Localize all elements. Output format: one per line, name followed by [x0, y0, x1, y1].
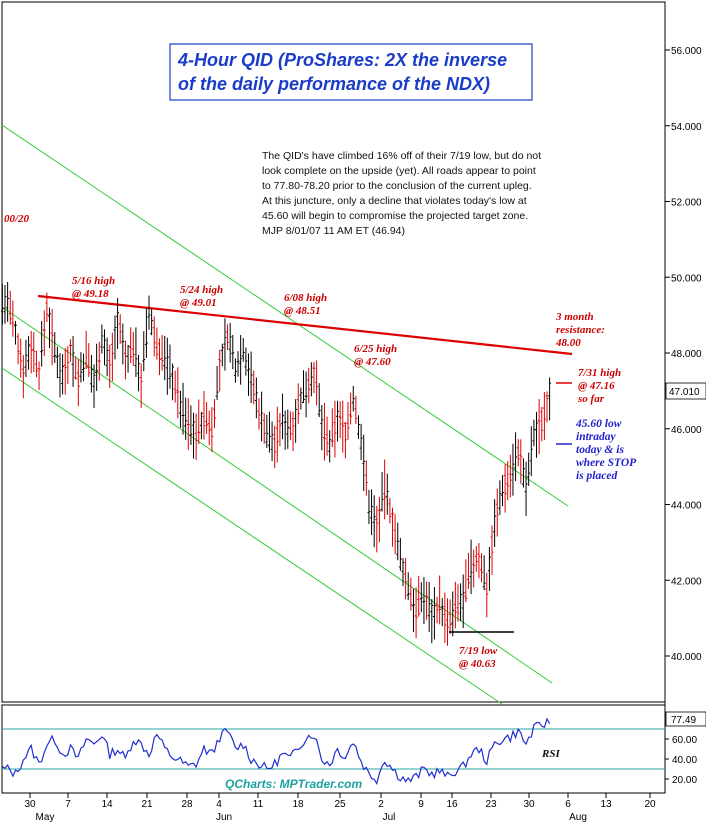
annotation-line: 5/24 high	[180, 284, 223, 296]
annotation-line: @ 49.18	[72, 288, 109, 300]
annotation-line: so far	[577, 393, 605, 405]
x-tick-label: 9	[418, 799, 424, 810]
annotation-line: where STOP	[576, 457, 637, 469]
commentary-line-6: MJP 8/01/07 11 AM ET (46.94)	[262, 225, 405, 237]
rsi-label: RSI	[541, 748, 560, 760]
rsi-axis-ticks: 60.00 40.00 20.00	[665, 735, 697, 786]
x-tick-label: 18	[292, 799, 304, 810]
rsi-tick-label: 60.00	[672, 735, 697, 746]
channel-upper-line	[1, 124, 569, 507]
x-tick-label: 23	[485, 799, 497, 810]
rsi-panel: RSI QCharts: MPTrader.com	[2, 717, 665, 791]
price-tick-label: 44.000	[671, 501, 702, 512]
price-tick-label: 56.000	[671, 46, 702, 57]
x-tick-label: 13	[600, 799, 612, 810]
chart-title-line-2: of the daily performance of the NDX)	[178, 74, 490, 94]
annotation-line: @ 49.01	[180, 297, 217, 309]
commentary-line-2: look complete on the upside (yet). All r…	[262, 165, 536, 177]
commentary-line-5: 45.60 will begin to compromise the proje…	[262, 210, 528, 222]
annotation-line: 3 month	[555, 311, 594, 323]
x-tick-label: 21	[141, 799, 153, 810]
annotation-line: @ 40.63	[459, 658, 496, 670]
rsi-last-tag	[665, 711, 706, 727]
x-tick-label: 28	[181, 799, 193, 810]
x-axis-ticks: 30 7 14 21 28 4 11 18 25 2 9 16 23 30 6 13 20	[24, 793, 656, 810]
annotation-line: @ 47.16	[578, 380, 615, 392]
x-month-label: May	[36, 812, 55, 823]
rsi-last-label: 77.49	[671, 715, 696, 726]
x-tick-label: 4	[216, 799, 222, 810]
x-tick-label: 20	[644, 799, 656, 810]
x-tick-label: 30	[24, 799, 36, 810]
x-tick-label: 25	[334, 799, 346, 810]
annotation: 5/24 high@ 49.01	[180, 284, 223, 309]
annotation: 6/25 high@ 47.60	[354, 343, 397, 368]
resistance-line	[37, 294, 573, 356]
x-axis-months: May Jun Jul Aug	[36, 812, 587, 823]
annotation-line: today & is	[576, 444, 624, 456]
annotation-line: 45.60 low	[575, 418, 622, 430]
x-tick-label: 6	[565, 799, 571, 810]
x-month-label: Aug	[569, 812, 587, 823]
rsi-line	[2, 717, 551, 786]
price-bars	[0, 282, 552, 646]
x-month-label: Jun	[216, 812, 232, 823]
watermark: QCharts: MPTrader.com	[225, 777, 362, 791]
annotations: 5/16 high@ 49.18 5/24 high@ 49.01 6/08 hig…	[72, 275, 637, 670]
annotation: 7/19 low@ 40.63	[459, 645, 498, 670]
title-box	[169, 43, 533, 101]
channel-lower-line	[1, 367, 503, 705]
chart-title-line-1: 4-Hour QID (ProShares: 2X the inverse	[177, 50, 507, 70]
x-tick-label: 7	[65, 799, 71, 810]
annotation-line: is placed	[576, 470, 617, 482]
x-tick-label: 2	[378, 799, 384, 810]
price-tick-label: 40.000	[671, 652, 702, 663]
annotation-line: resistance:	[556, 324, 605, 336]
level-markers	[449, 382, 572, 633]
x-tick-label: 11	[253, 799, 264, 810]
price-tick-label: 48.000	[671, 349, 702, 360]
commentary-line-1: The QID's have climbed 16% off of their …	[262, 150, 541, 162]
commentary-line-4: At this juncture, only a decline that vi…	[262, 195, 527, 207]
price-tick-label: 50.000	[671, 273, 702, 284]
rsi-tick-label: 40.00	[672, 755, 697, 766]
price-tick-label: 54.000	[671, 122, 702, 133]
commentary-line-3: to 77.80-78.20 prior to the conclusion o…	[262, 180, 532, 192]
annotation-line: 7/31 high	[578, 367, 621, 379]
annotation-line: 6/25 high	[354, 343, 397, 355]
commentary: The QID's have climbed 16% off of their …	[262, 150, 541, 237]
x-tick-label: 30	[523, 799, 535, 810]
annotation-line: 6/08 high	[284, 292, 327, 304]
x-tick-label: 14	[101, 799, 113, 810]
left-edge-label: 00/20	[4, 213, 30, 225]
price-axis-ticks: 56.000 54.000 52.000 50.000 48.000 46.000 44.0…	[665, 46, 702, 663]
annotation: 5/16 high@ 49.18	[72, 275, 115, 300]
annotation-line: 48.00	[555, 337, 581, 349]
last-price-label: 47.010	[669, 387, 700, 398]
annotation-line: @ 47.60	[354, 356, 391, 368]
x-month-label: Jul	[383, 812, 396, 823]
annotation-line: 7/19 low	[459, 645, 498, 657]
price-tick-label: 46.000	[671, 425, 702, 436]
rsi-tick-label: 20.00	[672, 775, 697, 786]
annotation: 6/08 high@ 48.51	[284, 292, 327, 317]
last-price-tag	[665, 382, 706, 400]
price-tick-label: 42.000	[671, 576, 702, 587]
annotation-line: 5/16 high	[72, 275, 115, 287]
annotation-line: @ 48.51	[284, 305, 321, 317]
annotation-line: intraday	[576, 431, 617, 443]
price-tick-label: 52.000	[671, 198, 702, 209]
x-tick-label: 16	[446, 799, 458, 810]
